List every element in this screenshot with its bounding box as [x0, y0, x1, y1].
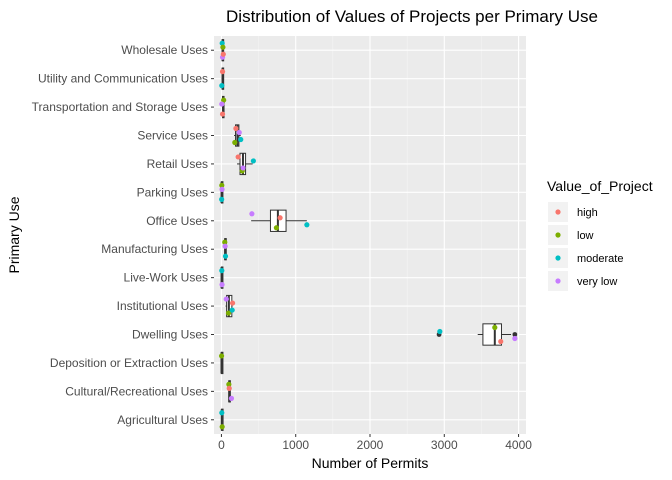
box-iqr	[482, 323, 502, 346]
box-outlier	[512, 332, 518, 337]
x-tick-label: 1000	[282, 438, 309, 452]
x-tick-label: 2000	[357, 438, 384, 452]
legend-dot	[555, 278, 561, 284]
y-tick-label: Deposition or Extraction Uses	[50, 356, 208, 370]
point-moderate	[219, 196, 225, 202]
point-low	[492, 324, 498, 331]
point-low	[273, 225, 279, 231]
y-tick-label: Dwelling Uses	[132, 328, 208, 342]
box-layer	[220, 39, 518, 431]
point-high	[235, 154, 241, 160]
point-high	[219, 111, 226, 117]
legend-label: high	[577, 207, 598, 219]
point-moderate	[219, 40, 225, 46]
point-very-low	[228, 395, 235, 401]
point-very-low	[219, 282, 225, 288]
legend-dot	[555, 209, 561, 215]
point-moderate	[219, 268, 225, 274]
point-very-low	[249, 211, 255, 217]
y-tick-label: Retail Uses	[147, 157, 208, 171]
legend-entry-moderate: moderate	[548, 248, 623, 268]
x-tick-label: 4000	[505, 438, 532, 452]
point-very-low	[236, 129, 242, 136]
legend-label: moderate	[577, 253, 623, 265]
y-axis-title: Primary Use	[6, 196, 22, 273]
legend: Value_of_Project high low moderate very low	[547, 178, 653, 291]
point-low	[219, 424, 225, 430]
legend-label: very low	[577, 276, 617, 288]
point-low	[220, 44, 226, 50]
legend-entry-very-low: very low	[548, 271, 617, 291]
y-tick-label: Wholesale Uses	[121, 43, 208, 57]
grid-lines	[214, 36, 526, 434]
legend-dot	[555, 232, 561, 238]
point-low	[221, 97, 227, 103]
y-tick-label: Service Uses	[137, 129, 208, 143]
x-axis-title: Number of Permits	[312, 455, 429, 471]
y-tick-label: Agricultural Uses	[117, 413, 208, 427]
point-high	[233, 125, 239, 132]
point-moderate	[437, 328, 443, 335]
y-axis: Agricultural Uses Cultural/Recreational U…	[32, 43, 214, 427]
legend-dot	[555, 255, 561, 261]
point-moderate	[219, 410, 225, 416]
points-layer	[218, 40, 518, 430]
point-moderate	[250, 158, 256, 164]
y-tick-label: Manufacturing Uses	[101, 242, 208, 256]
point-low	[232, 139, 238, 146]
point-high	[226, 385, 232, 391]
point-moderate	[219, 83, 225, 89]
y-tick-label: Transportation and Storage Uses	[32, 100, 208, 114]
x-tick-label: 0	[218, 438, 225, 452]
point-low	[225, 310, 232, 316]
point-moderate	[304, 222, 310, 228]
y-tick-label: Parking Uses	[137, 185, 208, 199]
point-high	[229, 300, 236, 306]
point-low	[222, 239, 228, 245]
box-office-uses	[251, 209, 307, 232]
point-very-low	[223, 296, 229, 302]
y-tick-label: Office Uses	[146, 214, 208, 228]
point-very-low	[222, 243, 228, 249]
point-high	[498, 338, 504, 345]
y-tick-label: Institutional Uses	[117, 299, 208, 313]
chart-title: Distribution of Values of Projects per P…	[226, 7, 598, 26]
point-high	[220, 51, 226, 57]
legend-label: low	[577, 230, 594, 242]
point-moderate	[229, 307, 235, 313]
point-low	[226, 381, 232, 387]
point-very-low	[240, 165, 246, 171]
y-tick-label: Live-Work Uses	[124, 271, 208, 285]
legend-entry-low: low	[548, 225, 594, 245]
point-very-low	[219, 101, 225, 107]
point-high	[277, 215, 283, 221]
y-tick-label: Utility and Communication Uses	[38, 72, 208, 86]
point-low	[218, 353, 225, 359]
point-very-low	[512, 335, 518, 342]
point-very-low	[219, 186, 225, 192]
legend-entry-high: high	[548, 202, 598, 222]
legend-title: Value_of_Project	[547, 178, 653, 194]
point-moderate	[238, 136, 244, 143]
x-axis: 0 1000 2000 3000 4000	[218, 434, 532, 452]
point-moderate	[222, 253, 229, 259]
y-tick-label: Cultural/Recreational Uses	[65, 384, 208, 398]
x-tick-label: 3000	[431, 438, 458, 452]
point-low	[219, 182, 225, 188]
point-high	[219, 69, 226, 75]
